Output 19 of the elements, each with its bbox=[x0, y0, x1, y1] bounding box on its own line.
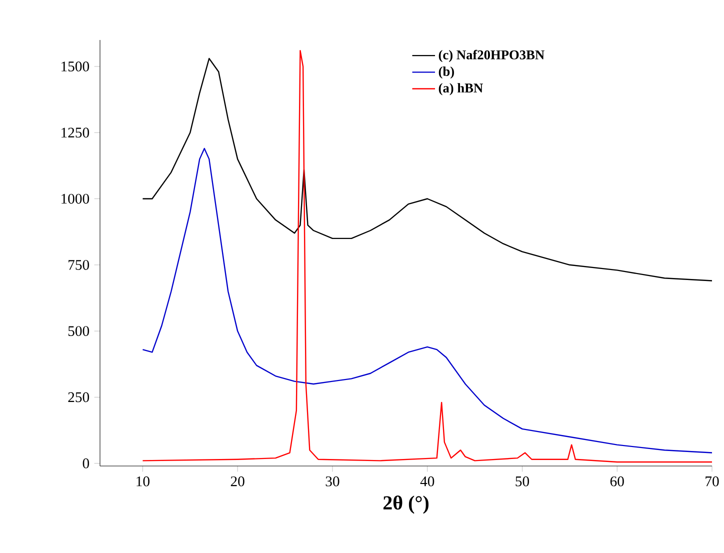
x-tick-label: 20 bbox=[230, 476, 244, 486]
x-axis-title: 2θ (°) bbox=[383, 495, 428, 514]
x-tick-label: 10 bbox=[136, 476, 150, 486]
legend-label: (c) Naf20HPO3BN bbox=[438, 50, 544, 62]
y-tick-label: 250 bbox=[68, 392, 90, 402]
y-tick-label: 1500 bbox=[62, 62, 90, 72]
x-tick-label: 70 bbox=[706, 476, 719, 486]
y-tick-label: 0 bbox=[82, 458, 90, 468]
y-tick-label: 750 bbox=[68, 260, 90, 270]
legend-label: (b) bbox=[438, 66, 454, 79]
line-series bbox=[142, 50, 712, 463]
y-tick-label: 1000 bbox=[62, 194, 90, 204]
x-tick-label: 40 bbox=[420, 476, 434, 486]
x-tick-label: 50 bbox=[516, 476, 530, 486]
y-tick-label: 500 bbox=[68, 326, 90, 336]
x-tick-label: 30 bbox=[326, 476, 340, 486]
y-tick-label: 1250 bbox=[62, 128, 90, 138]
x-tick-label: 60 bbox=[610, 476, 624, 486]
legend-label: (a) hBN bbox=[438, 83, 483, 96]
